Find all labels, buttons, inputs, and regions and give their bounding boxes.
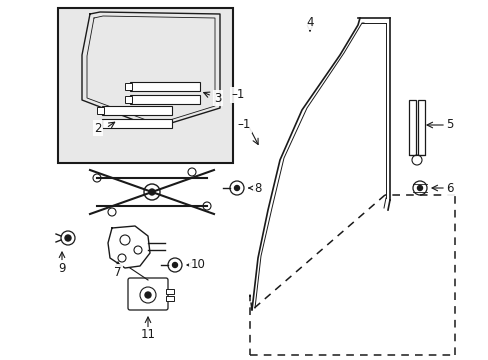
Bar [125, 96, 132, 103]
Text: 6: 6 [446, 181, 453, 194]
Bar [165, 289, 174, 294]
Bar [102, 119, 172, 128]
Text: –1: –1 [231, 89, 244, 102]
Bar [408, 100, 415, 155]
Text: –1: –1 [237, 118, 250, 131]
Circle shape [149, 189, 155, 195]
FancyBboxPatch shape [128, 278, 168, 310]
Circle shape [65, 235, 71, 241]
Bar [417, 100, 424, 155]
Circle shape [172, 262, 177, 267]
Circle shape [417, 185, 422, 190]
Text: 4: 4 [305, 15, 313, 28]
Text: 5: 5 [446, 118, 453, 131]
Circle shape [234, 185, 239, 190]
Circle shape [145, 292, 151, 298]
Bar [58, 8, 232, 163]
Text: 3: 3 [214, 91, 221, 104]
Bar [97, 107, 104, 114]
Bar [165, 296, 174, 301]
Text: 9: 9 [58, 261, 65, 274]
Text: 2: 2 [94, 122, 102, 135]
Bar [130, 95, 200, 104]
Bar [125, 83, 132, 90]
Text: 10: 10 [190, 258, 205, 271]
Text: 7: 7 [114, 266, 122, 279]
Text: 11: 11 [140, 328, 155, 342]
Bar [130, 82, 200, 91]
Bar [102, 106, 172, 115]
Text: 8: 8 [254, 181, 261, 194]
